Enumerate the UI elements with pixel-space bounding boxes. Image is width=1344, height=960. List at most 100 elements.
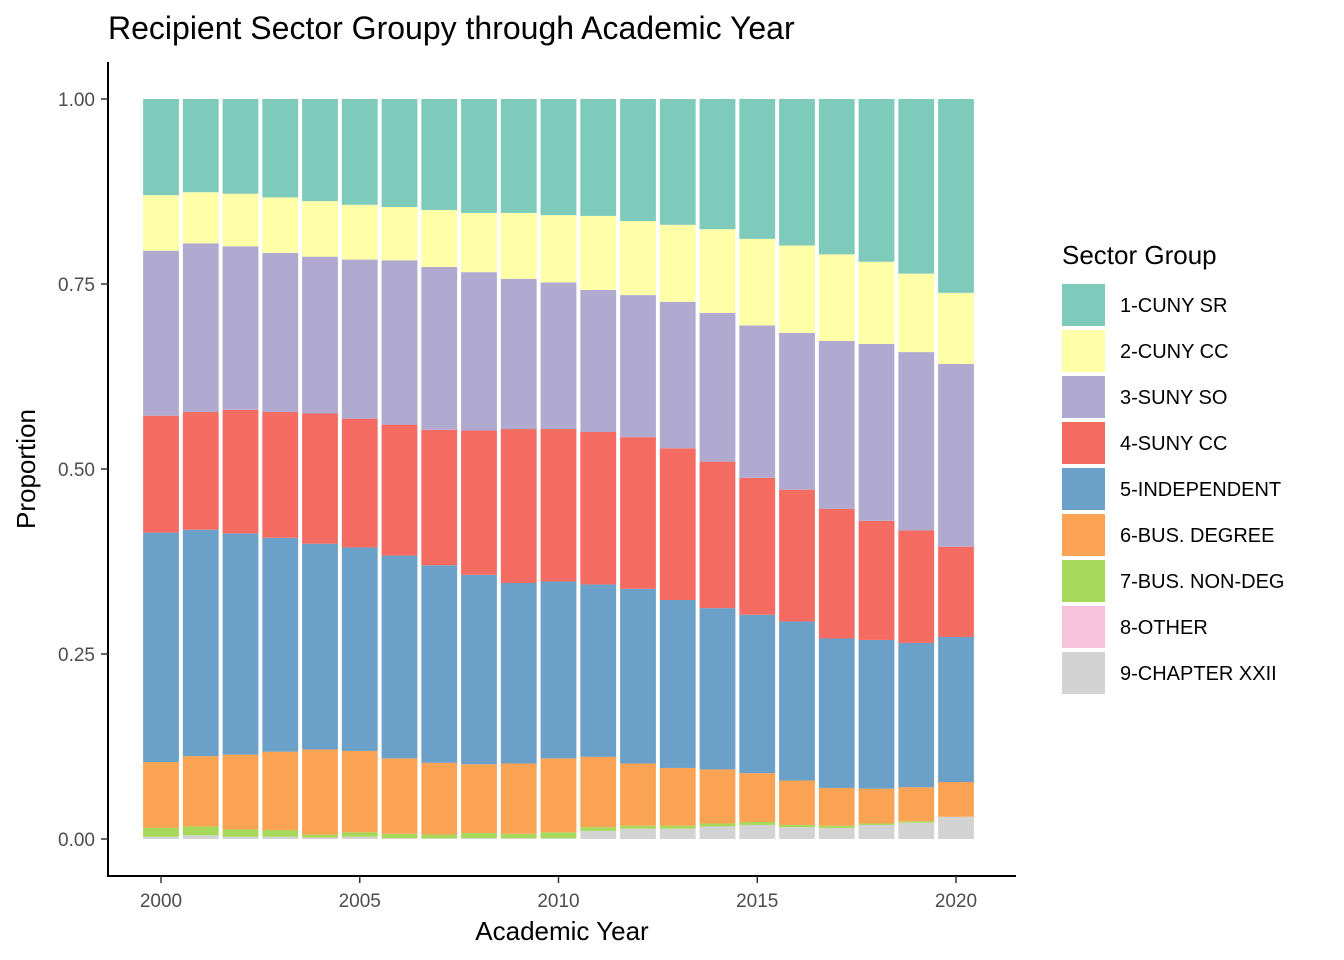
- bar-segment: [421, 838, 458, 839]
- bar-segment: [143, 836, 179, 839]
- bar-segment: [659, 448, 696, 600]
- bar-segment: [341, 204, 378, 260]
- bar-segment: [341, 750, 378, 833]
- legend-swatch: [1062, 284, 1105, 326]
- legend-label: 5-INDEPENDENT: [1120, 479, 1281, 501]
- bar-segment: [580, 827, 617, 831]
- bar-segment: [262, 99, 299, 198]
- bar-segment: [779, 824, 815, 828]
- bar-segment: [421, 762, 458, 835]
- bar-segment: [739, 99, 776, 239]
- bar-segment: [858, 343, 895, 521]
- bar-segment: [898, 273, 935, 353]
- legend-label: 4-SUNY CC: [1120, 433, 1227, 455]
- bar-segment: [540, 99, 577, 216]
- y-tick-label: 0.75: [58, 275, 95, 296]
- x-tick-label: 2000: [140, 891, 182, 912]
- bar-segment: [341, 418, 378, 548]
- x-ticks: 2000 2005 2010 2015 2020: [140, 876, 977, 912]
- x-tick-label: 2005: [339, 891, 381, 912]
- bar-segment: [341, 99, 378, 205]
- bar-segment: [500, 833, 537, 839]
- legend-label: 7-BUS. NON-DEG: [1120, 571, 1284, 593]
- bar-segment: [580, 584, 617, 757]
- bar-segment: [262, 537, 299, 752]
- bar-segment: [620, 221, 656, 296]
- bar-segment: [381, 555, 418, 759]
- bar-segment: [302, 837, 338, 839]
- bar-segment: [779, 245, 815, 333]
- bar-segment: [779, 489, 815, 622]
- legend-swatch: [1062, 468, 1105, 510]
- bar-segment: [500, 763, 537, 834]
- bar-segment: [222, 193, 259, 247]
- legend-label: 9-CHAPTER XXII: [1120, 663, 1277, 685]
- bar-segment: [461, 838, 497, 839]
- bar-segment: [222, 533, 259, 755]
- bar-segment: [421, 834, 458, 839]
- legend-swatch: [1062, 560, 1105, 602]
- bar-segment: [381, 833, 418, 839]
- bar-segment: [302, 749, 338, 835]
- bar-segment: [262, 252, 299, 413]
- bar-segment: [182, 826, 219, 836]
- bar-segment: [779, 621, 815, 781]
- bar-segment: [143, 827, 179, 837]
- chart-title: Recipient Sector Groupy through Academic…: [108, 10, 795, 46]
- bar-segment: [182, 529, 219, 757]
- bar-segment: [580, 830, 617, 839]
- bar-segment: [938, 782, 974, 817]
- legend-label: 8-OTHER: [1120, 617, 1208, 639]
- bar-segment: [659, 301, 696, 449]
- bar-segment: [143, 532, 179, 763]
- legend-label: 1-CUNY SR: [1120, 295, 1227, 317]
- bar-segment: [779, 332, 815, 490]
- bar-segment: [620, 437, 656, 589]
- bar-segment: [222, 754, 259, 830]
- bar-segment: [500, 278, 537, 430]
- bar-segment: [659, 224, 696, 302]
- bar-segment: [461, 99, 497, 213]
- bar-segment: [302, 413, 338, 544]
- bar-segment: [540, 429, 577, 582]
- y-axis-title: Proportion: [11, 409, 41, 529]
- bar-segment: [381, 424, 418, 556]
- bar-segment: [182, 243, 219, 413]
- y-tick-label: 1.00: [58, 90, 95, 111]
- bar-segment: [898, 352, 935, 531]
- bar-segment: [620, 763, 656, 826]
- bar-segment: [421, 210, 458, 267]
- bar-segment: [580, 99, 617, 216]
- bar-segment: [540, 282, 577, 430]
- bar-segment: [620, 825, 656, 829]
- bar-segment: [182, 192, 219, 244]
- bar-segment: [659, 767, 696, 826]
- bar-segment: [143, 762, 179, 828]
- legend-swatch: [1062, 606, 1105, 648]
- bar-segment: [381, 758, 418, 834]
- bar-segment: [262, 197, 299, 253]
- bar-segment: [818, 825, 855, 828]
- bar-segment: [222, 99, 259, 194]
- bar-segment: [381, 838, 418, 839]
- bar-segment: [858, 639, 895, 789]
- bar-segment: [938, 546, 974, 637]
- bar-segment: [262, 830, 299, 837]
- legend-swatch: [1062, 514, 1105, 556]
- bar-segment: [461, 272, 497, 431]
- bar-segment: [659, 599, 696, 768]
- bar-segment: [620, 99, 656, 222]
- bar-segment: [222, 246, 259, 410]
- y-tick-label: 0.50: [58, 460, 95, 481]
- bar-segment: [222, 836, 259, 839]
- bar-segment: [580, 756, 617, 828]
- bar-segment: [739, 821, 776, 825]
- bar-segment: [540, 838, 577, 839]
- bar-segment: [143, 195, 179, 251]
- bar-segment: [143, 99, 179, 196]
- bar-segment: [461, 574, 497, 765]
- legend-swatch: [1062, 376, 1105, 418]
- bar-segment: [580, 215, 617, 290]
- bar-segment: [898, 99, 935, 274]
